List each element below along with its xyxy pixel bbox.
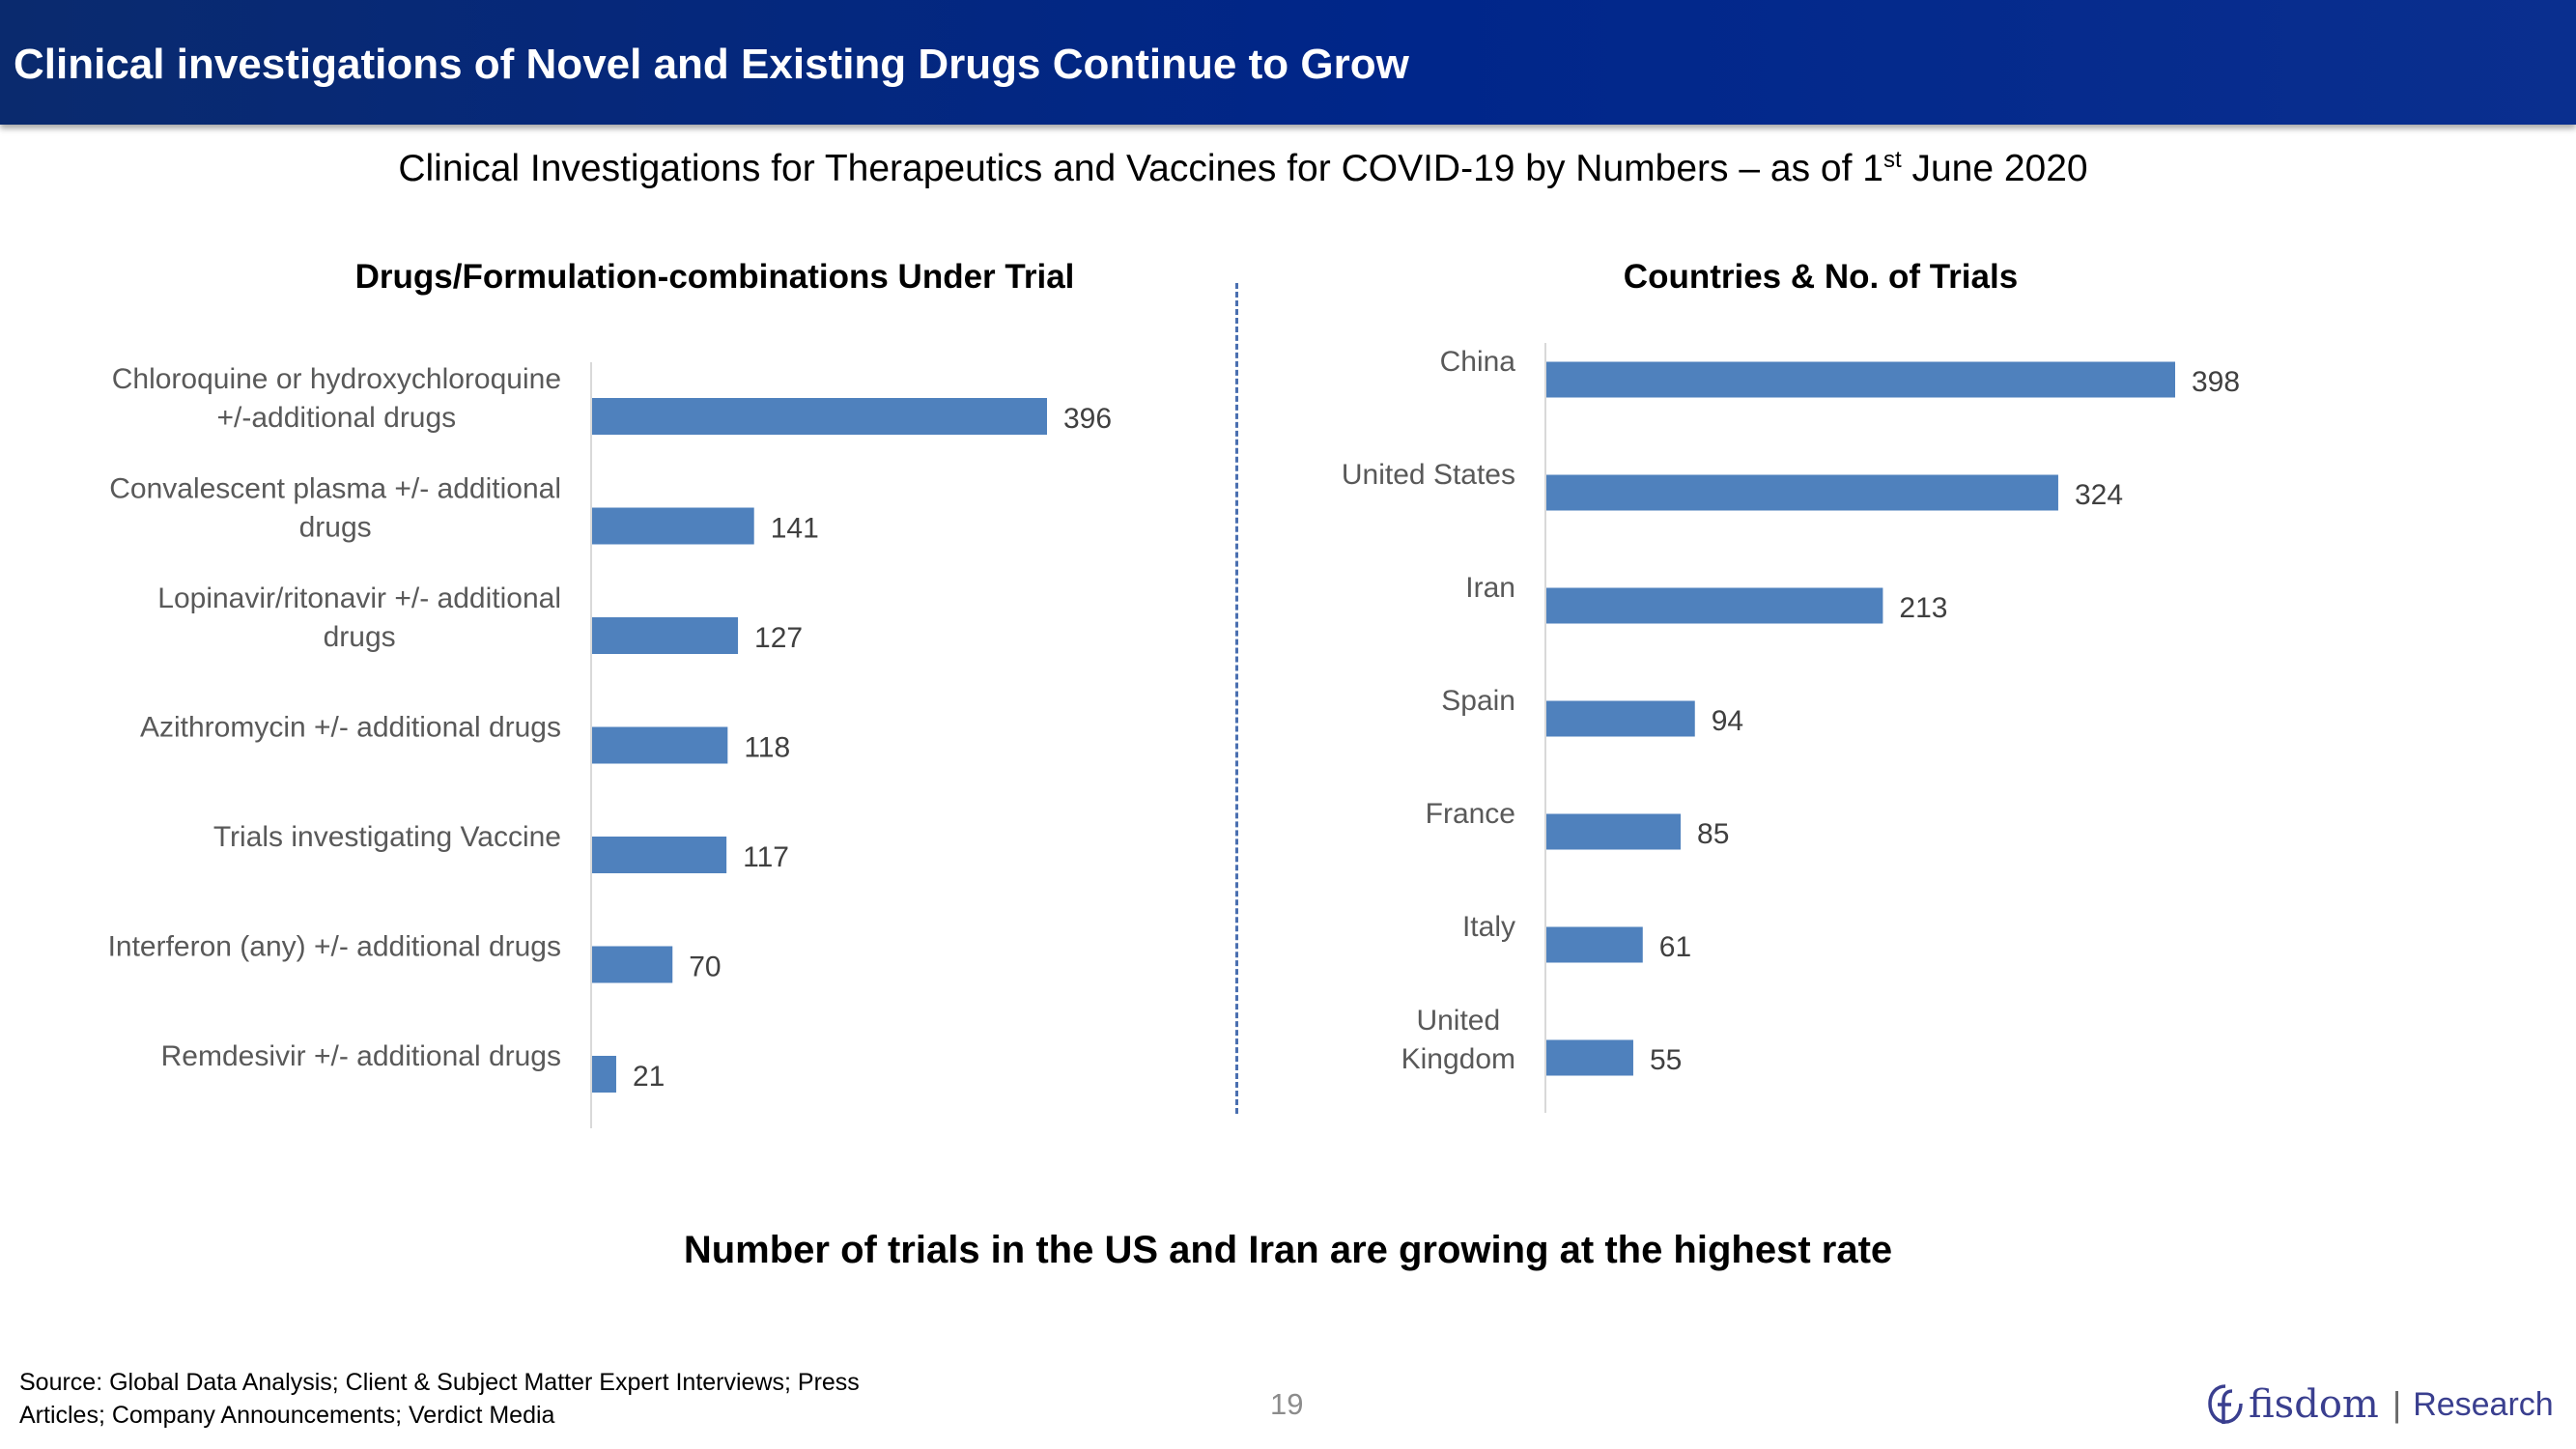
chart-1-category-label: Convalescent plasma +/- additional drugs: [109, 473, 561, 544]
chart-1-bar: [592, 837, 727, 873]
chart-1-category-label: Azithromycin +/- additional drugs: [140, 712, 561, 744]
chart-2-data-label: 85: [1697, 818, 1729, 850]
chart-1-bar: [592, 1056, 616, 1093]
chart-divider: [1235, 283, 1238, 1114]
fisdom-logo: fisdom | Research: [2206, 1379, 2554, 1430]
chart-1-bar: [592, 507, 754, 545]
page-title: Clinical investigations of Novel and Exi…: [14, 41, 1409, 88]
chart-2-data-label: 94: [1712, 705, 1743, 737]
chart-1-bar: [592, 398, 1047, 435]
logo-separator: |: [2392, 1384, 2402, 1424]
chart-2-data-label: 398: [2192, 366, 2240, 398]
chart-2-data-label: 324: [2075, 479, 2123, 511]
chart-1-data-label: 141: [771, 513, 819, 545]
chart-2-category-label: United Kingdom: [1401, 1005, 1515, 1075]
chart-2-bar: [1546, 474, 2058, 511]
chart-2-category-label: Iran: [1465, 572, 1515, 604]
chart-1-data-label: 396: [1063, 403, 1112, 435]
subtitle-prefix: Clinical Investigations for Therapeutics…: [398, 148, 1883, 189]
source-line-2: Articles; Company Announcements; Verdict…: [19, 1402, 555, 1429]
chart-1-category-label: Remdesivir +/- additional drugs: [161, 1040, 561, 1072]
chart-2-bar: [1546, 813, 1682, 850]
source-line-1: Source: Global Data Analysis; Client & S…: [19, 1369, 860, 1396]
subtitle-suffix: June 2020: [1901, 148, 2088, 189]
chart-1-bar: [592, 946, 673, 983]
chart-1-bar: [592, 617, 739, 654]
chart-1-data-label: 127: [754, 622, 803, 654]
chart-1-category-label: Interferon (any) +/- additional drugs: [108, 931, 561, 963]
key-insight: Number of trials in the US and Iran are …: [683, 1229, 1893, 1271]
chart-2-category-label: Italy: [1462, 911, 1515, 943]
chart-1-title: Drugs/Formulation-combinations Under Tri…: [355, 258, 1075, 296]
chart-2-bar: [1546, 1039, 1633, 1076]
chart-1-category-label: Lopinavir/ritonavir +/- additional drugs: [157, 582, 561, 653]
chart-1-category-label: Chloroquine or hydroxychloroquine +/-addi…: [112, 363, 561, 434]
subtitle-superscript: st: [1882, 147, 1902, 173]
chart-2-category-label: Spain: [1441, 685, 1515, 717]
chart-2-title: Countries & No. of Trials: [1624, 258, 2018, 296]
chart-2-data-label: 61: [1659, 931, 1691, 963]
bar-charts: Drugs/Formulation-combinations Under Tri…: [108, 258, 2240, 1128]
chart-1-data-label: 70: [689, 952, 721, 983]
chart-1-bar: [592, 726, 728, 764]
chart-1-data-label: 117: [743, 841, 789, 873]
logo-brand: fisdom: [2249, 1382, 2379, 1427]
chart-2-category-label: China: [1440, 346, 1516, 378]
chart-2-bar: [1546, 587, 1883, 624]
chart-2-category-label: France: [1426, 798, 1515, 830]
chart-2-data-label: 213: [1899, 592, 1947, 624]
logo-subtext: Research: [2413, 1385, 2554, 1423]
chart-2-bar: [1546, 361, 2175, 398]
fisdom-logo-icon: [2208, 1384, 2243, 1424]
chart-2-bar: [1546, 700, 1695, 737]
chart-2-data-label: 55: [1650, 1044, 1682, 1076]
source-note: Source: Global Data Analysis; Client & S…: [19, 1366, 908, 1432]
chart-1-data-label: 118: [744, 732, 790, 764]
chart-1-data-label: 21: [633, 1061, 665, 1093]
chart-subtitle: Clinical Investigations for Therapeutics…: [0, 147, 2486, 190]
chart-2-bar: [1546, 926, 1643, 963]
header-banner: Clinical investigations of Novel and Exi…: [0, 0, 2576, 125]
chart-1-category-label: Trials investigating Vaccine: [213, 821, 561, 853]
page-number: 19: [1270, 1387, 1304, 1421]
chart-2-category-label: United States: [1342, 459, 1515, 491]
